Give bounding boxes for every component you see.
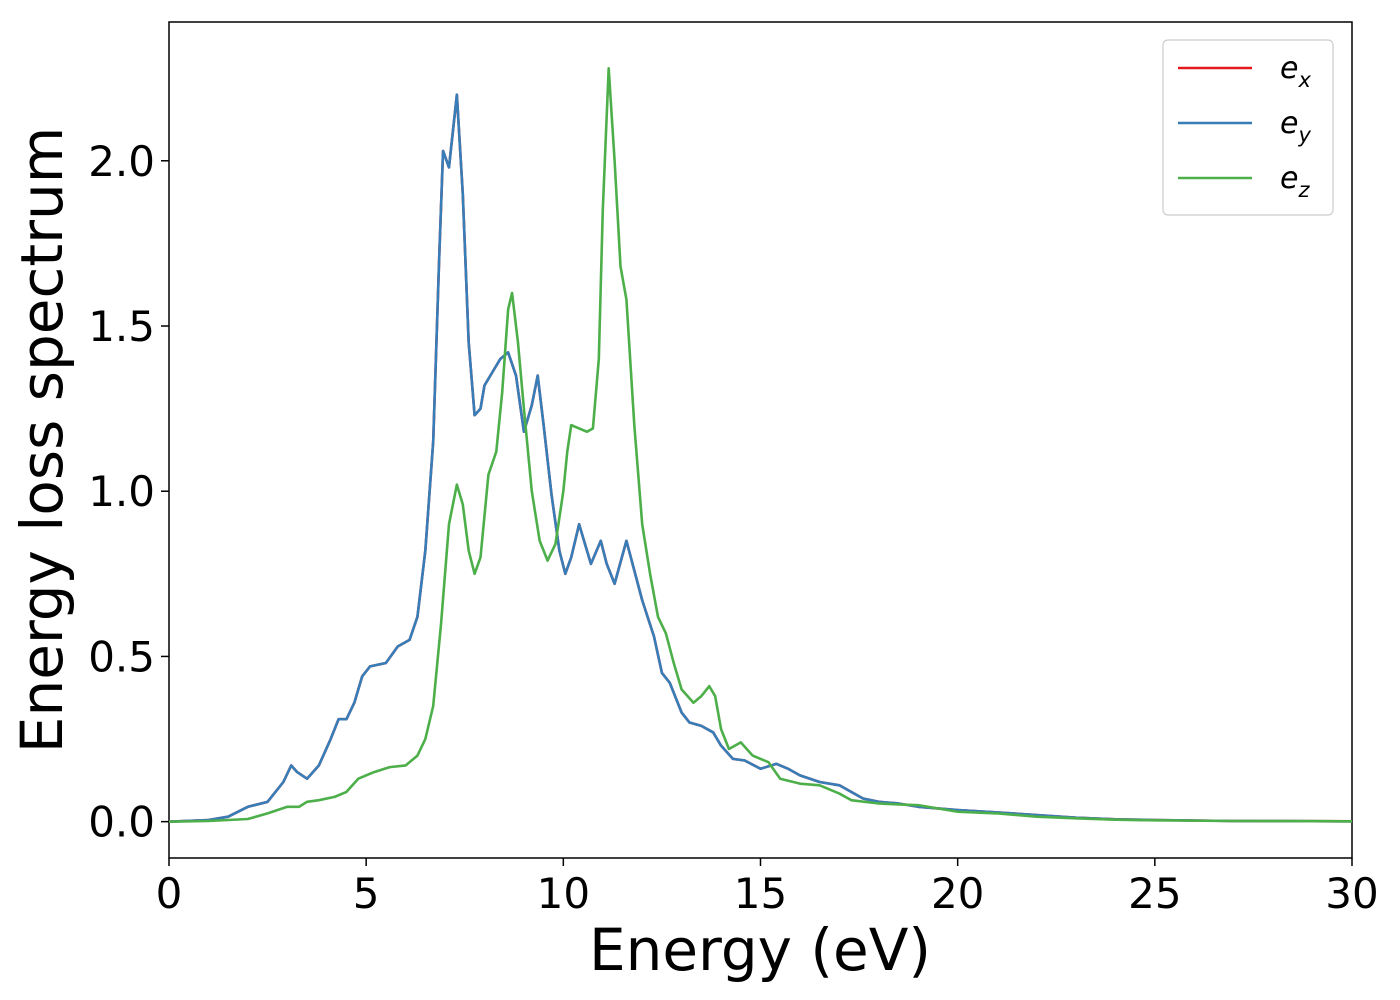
legend-label-subscript: x [1297, 68, 1311, 92]
legend-label-x: ex [1280, 51, 1311, 92]
x-tick-label: 5 [353, 869, 380, 918]
legend-label-subscript: z [1297, 178, 1310, 202]
y-tick-label: 2.0 [88, 137, 155, 186]
legend-label-base: e [1280, 51, 1298, 86]
x-axis: 0 5 10 15 20 25 30 [156, 858, 1379, 918]
legend-label-base: e [1280, 161, 1298, 196]
legend-label-base: e [1280, 106, 1298, 141]
legend-label-y: ey [1280, 106, 1311, 147]
x-tick-label: 20 [931, 869, 984, 918]
plot-area [168, 21, 1353, 859]
y-axis: 0.0 0.5 1.0 1.5 2.0 [88, 137, 169, 847]
y-tick-label: 0.0 [88, 798, 155, 847]
series-line-z [168, 66, 1353, 823]
y-axis-label: Energy loss spectrum [8, 127, 76, 753]
x-tick-label: 25 [1128, 869, 1181, 918]
y-tick-label: 1.5 [88, 302, 155, 351]
legend-label-z: ez [1280, 161, 1310, 202]
x-tick-label: 15 [734, 869, 787, 918]
x-tick-label: 30 [1325, 869, 1378, 918]
y-tick-label: 0.5 [88, 632, 155, 681]
legend-box [1162, 39, 1334, 216]
y-tick-label: 1.0 [88, 467, 155, 516]
legend-label-subscript: y [1297, 123, 1311, 147]
x-tick-label: 0 [156, 869, 183, 918]
x-tick-label: 10 [537, 869, 590, 918]
x-axis-label: Energy (eV) [589, 916, 931, 984]
series-line-y [168, 93, 1353, 823]
series-lines [168, 66, 1353, 823]
